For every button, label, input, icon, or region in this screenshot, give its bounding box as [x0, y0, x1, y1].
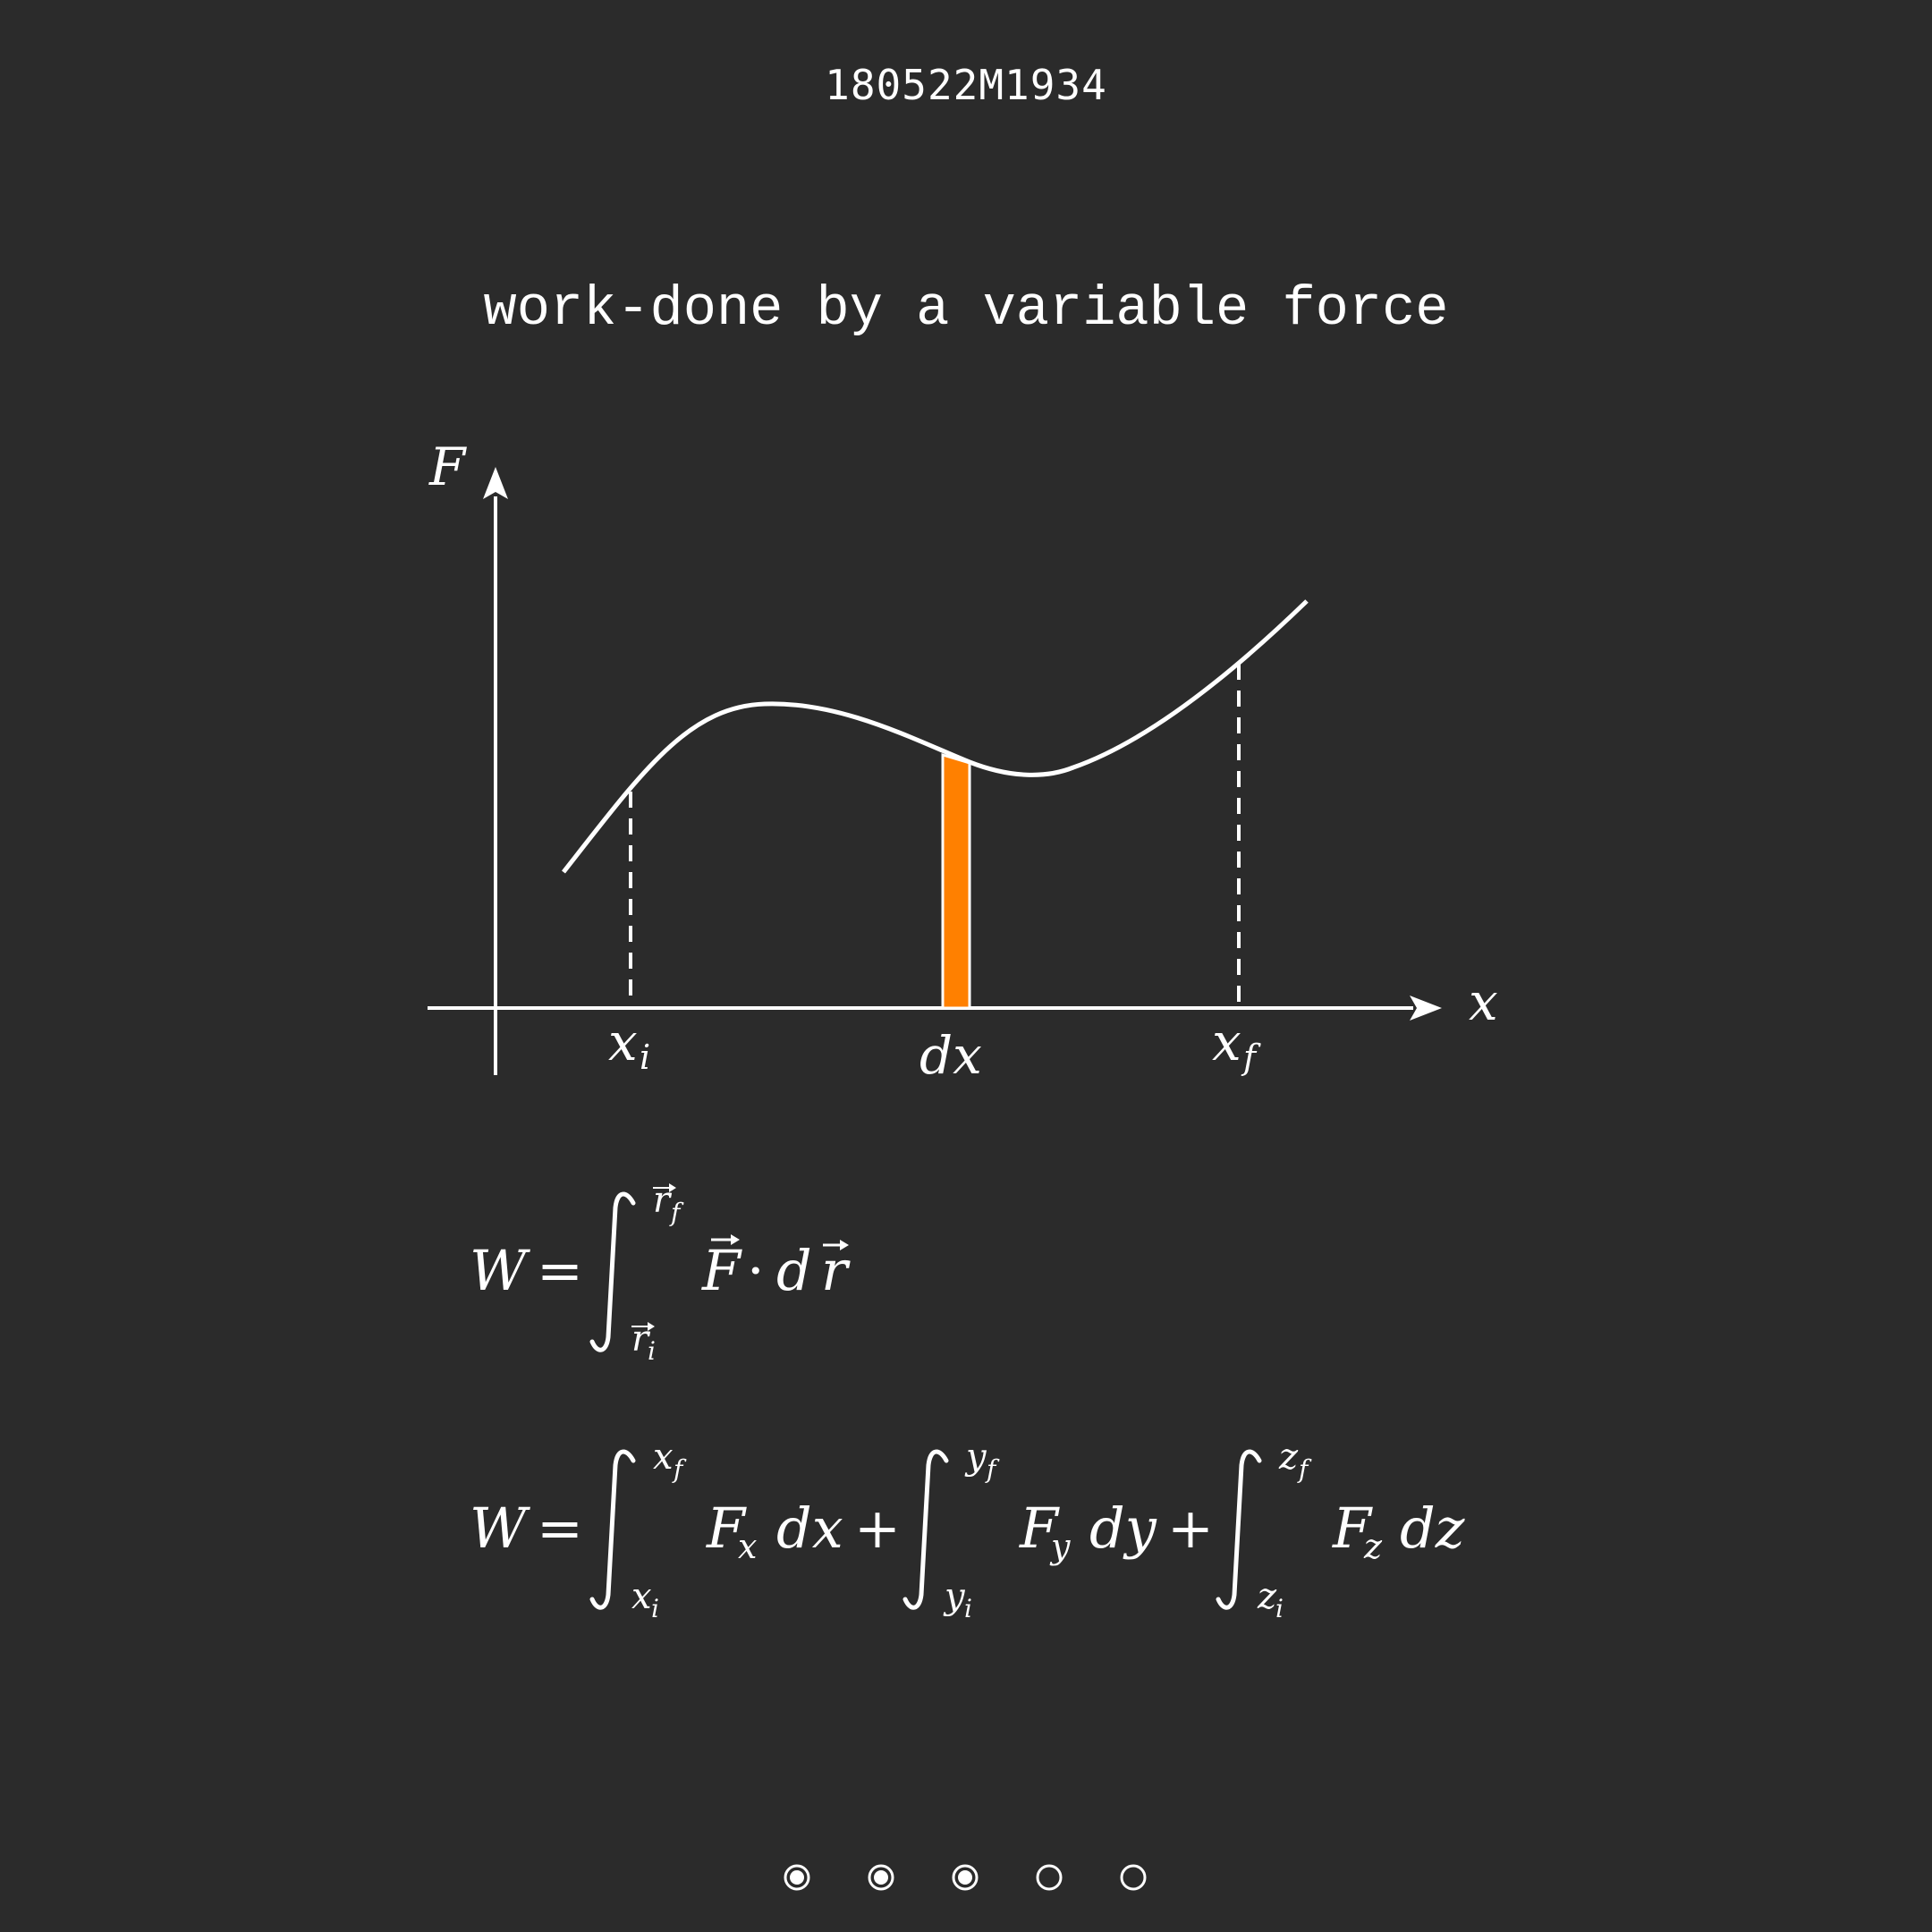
axes [428, 467, 1442, 1075]
svg-text:f: f [669, 1198, 684, 1227]
force-curve-tail [1304, 599, 1309, 604]
eq1-lower-limit: r i [631, 1318, 656, 1366]
eq2-integral-sign-x [589, 1449, 636, 1610]
svg-text:F: F [1019, 1496, 1060, 1561]
svg-text:y: y [943, 1576, 966, 1617]
slide-title: work-done by a variable force [483, 277, 1449, 341]
svg-text:x: x [653, 1436, 674, 1478]
eq2-integral-sign-y [902, 1449, 949, 1610]
page-dot-3-fill [958, 1870, 972, 1885]
svg-text:f: f [1297, 1454, 1312, 1484]
slide-code: 180522M1934 [825, 61, 1107, 109]
page-dot-2[interactable] [868, 1864, 894, 1891]
equation-2: W = x f x i F x dx + y f y i F y dy + [470, 1436, 1465, 1623]
page-dot-3[interactable] [952, 1864, 979, 1891]
page-dot-4[interactable] [1036, 1864, 1063, 1891]
eq2-term-x: x f x i F x dx + [589, 1436, 901, 1623]
svg-text:f: f [1241, 1038, 1261, 1077]
svg-text:+: + [854, 1496, 901, 1561]
x-axis-arrow [1410, 996, 1442, 1021]
xf-label: x f [1212, 1012, 1261, 1077]
svg-text:x: x [631, 1576, 652, 1617]
svg-text:dz: dz [1400, 1496, 1465, 1561]
equation-1: W = r f r i F · d r [470, 1180, 851, 1366]
force-curve [562, 600, 1308, 874]
svg-text:r: r [653, 1180, 673, 1221]
svg-text:y: y [1049, 1527, 1071, 1566]
svg-text:dy: dy [1089, 1496, 1157, 1561]
svg-text:x: x [1212, 1012, 1241, 1072]
page-dot-1-fill [790, 1870, 804, 1885]
eq1-lhs: W [470, 1238, 530, 1303]
dx-label: dx [919, 1025, 982, 1086]
eq2-term-y: y f y i F y dy + [902, 1436, 1214, 1623]
page-dot-1[interactable] [784, 1864, 810, 1891]
eq1-integral-sign [589, 1191, 636, 1352]
y-axis-label: F [428, 436, 467, 497]
svg-text:F: F [706, 1496, 747, 1561]
xi-label: x i [608, 1012, 650, 1077]
svg-text:z: z [1278, 1436, 1299, 1478]
svg-text:F: F [701, 1238, 742, 1303]
eq2-lhs: W [470, 1496, 530, 1561]
eq1-dot: · [747, 1238, 765, 1303]
svg-text:x: x [608, 1012, 638, 1072]
svg-text:+: + [1167, 1496, 1214, 1561]
svg-text:f: f [985, 1454, 1000, 1484]
svg-text:r: r [821, 1238, 851, 1303]
dx-strip [941, 752, 971, 1010]
eq1-r-vector: r [821, 1238, 851, 1303]
svg-text:z: z [1363, 1527, 1383, 1566]
svg-text:i: i [640, 1038, 650, 1077]
eq2-term-z: z f z i F z dz [1216, 1436, 1465, 1623]
svg-text:i: i [964, 1594, 972, 1623]
svg-text:y: y [964, 1436, 987, 1478]
page-dot-2-fill [874, 1870, 888, 1885]
eq2-equals: = [537, 1496, 583, 1561]
eq1-d: d [776, 1238, 812, 1303]
svg-text:i: i [651, 1594, 659, 1623]
page-dot-5[interactable] [1120, 1864, 1147, 1891]
y-axis-arrow [483, 467, 508, 499]
eq2-integral-sign-z [1216, 1449, 1262, 1610]
svg-text:r: r [631, 1318, 651, 1360]
pagination [784, 1864, 1147, 1891]
svg-text:dx: dx [776, 1496, 843, 1561]
svg-text:i: i [1275, 1594, 1284, 1623]
eq1-force-vector: F [701, 1234, 742, 1303]
eq1-equals: = [537, 1238, 583, 1303]
eq1-upper-limit: r f [653, 1180, 684, 1227]
x-axis-label: x [1469, 971, 1498, 1032]
svg-text:x: x [738, 1527, 757, 1566]
svg-text:z: z [1257, 1576, 1277, 1617]
svg-text:f: f [672, 1454, 687, 1484]
svg-text:F: F [1332, 1496, 1373, 1561]
svg-text:i: i [648, 1336, 656, 1366]
